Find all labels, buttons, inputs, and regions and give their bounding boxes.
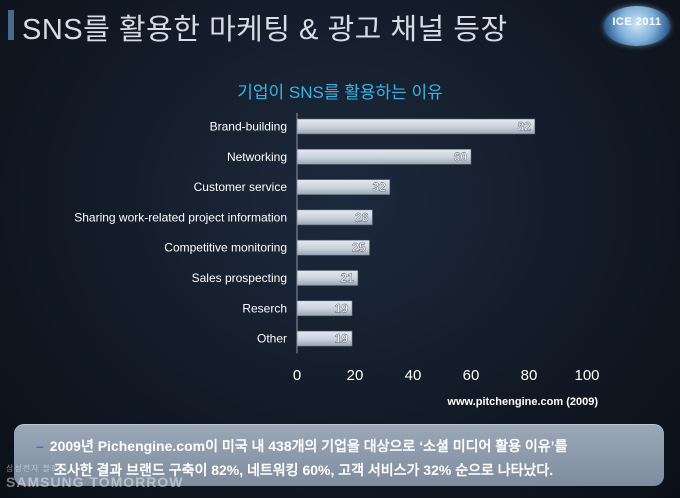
summary-note: –2009년 Pichengine.com이 미국 내 438개의 기업을 대상… xyxy=(14,424,664,486)
bar-value-label: 21 xyxy=(341,271,355,285)
bar-value-label: 19 xyxy=(335,332,349,346)
bar xyxy=(296,149,472,165)
bar-value-label: 60 xyxy=(454,150,468,164)
bar-value-label: 26 xyxy=(355,210,369,224)
category-label: Networking xyxy=(227,150,287,164)
x-tick-label: 20 xyxy=(347,367,364,384)
watermark-small-text: 삼성전자 블로그 xyxy=(6,464,68,473)
note-dash: – xyxy=(36,438,44,454)
x-tick-label: 40 xyxy=(405,367,422,384)
bar-chart: Brand-building 82 Networking 60 Customer ser… xyxy=(74,113,599,384)
x-tick-label: 60 xyxy=(463,367,480,384)
source-citation: www.pitchengine.com (2009) xyxy=(447,396,598,408)
bar xyxy=(296,118,536,135)
ice-2011-logo: ICE 2011 xyxy=(604,6,670,46)
category-label: Brand-building xyxy=(210,120,287,134)
summary-note-line-1: –2009년 Pichengine.com이 미국 내 438개의 기업을 대상… xyxy=(36,436,567,456)
bar-value-label: 19 xyxy=(335,301,349,315)
ice-2011-logo-text: ICE 2011 xyxy=(612,16,662,28)
category-label: Sales prospecting xyxy=(192,271,287,285)
summary-text-1: 2009년 Pichengine.com이 미국 내 438개의 기업을 대상으… xyxy=(49,438,568,454)
page-title: SNS를 활용한 마케팅 & 광고 채널 등장 xyxy=(22,14,508,46)
bar-value-label: 25 xyxy=(352,241,366,255)
category-label: Customer service xyxy=(194,180,288,194)
category-label: Sharing work-related project information xyxy=(74,210,287,224)
chart-title: 기업이 SNS를 활용하는 이유 xyxy=(237,83,443,102)
x-tick-label: 80 xyxy=(521,367,538,384)
bar-value-label: 32 xyxy=(372,180,386,194)
bar-value-label: 82 xyxy=(517,120,531,134)
title-accent-bar xyxy=(8,10,14,40)
watermark-brand-text: SAMSUNG TOMORROW xyxy=(6,474,184,490)
summary-note-line-2: 조사한 결과 브랜드 구축이 82%, 네트워킹 60%, 고객 서비스가 32… xyxy=(54,462,554,478)
x-tick-label: 0 xyxy=(293,367,301,384)
category-label: Other xyxy=(257,332,287,346)
category-label: Competitive monitoring xyxy=(164,241,287,255)
x-tick-label: 100 xyxy=(574,367,599,384)
samsung-tomorrow-watermark: 삼성전자 블로그 SAMSUNG TOMORROW xyxy=(6,463,184,490)
category-label: Reserch xyxy=(242,301,287,315)
